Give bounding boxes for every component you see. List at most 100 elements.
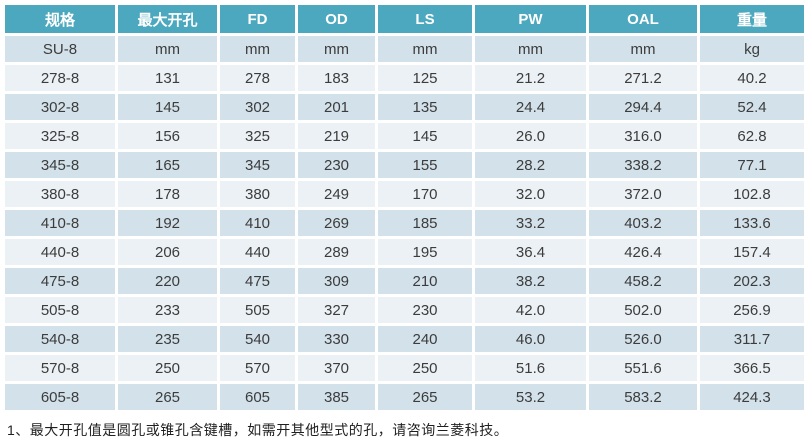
table-cell: 21.2 [475,65,586,91]
table-cell: 240 [378,326,472,352]
table-cell: 77.1 [700,152,804,178]
table-cell: 325 [220,123,295,149]
spec-cell: SU-8 [5,36,115,62]
spec-cell: 410-8 [5,210,115,236]
table-cell: 40.2 [700,65,804,91]
table-row: 475-8 220 475 309 210 38.2 458.2 202.3 [5,268,804,294]
spec-cell: 475-8 [5,268,115,294]
table-row: 605-8 265 605 385 265 53.2 583.2 424.3 [5,384,804,410]
table-row: 278-8 131 278 183 125 21.2 271.2 40.2 [5,65,804,91]
table-cell: 250 [378,355,472,381]
table-cell: 505 [220,297,295,323]
table-cell: 278 [220,65,295,91]
table-cell: 271.2 [589,65,697,91]
table-cell: 230 [378,297,472,323]
spec-cell: 605-8 [5,384,115,410]
table-cell: 192 [118,210,217,236]
table-cell: 156 [118,123,217,149]
table-cell: 135 [378,94,472,120]
table-cell: 51.6 [475,355,586,381]
table-cell: 36.4 [475,239,586,265]
table-row: 570-8 250 570 370 250 51.6 551.6 366.5 [5,355,804,381]
table-cell: 38.2 [475,268,586,294]
table-cell: 345 [220,152,295,178]
table-cell: 201 [298,94,375,120]
spec-cell: 570-8 [5,355,115,381]
column-header-weight: 重量 [700,5,804,33]
table-cell: 131 [118,65,217,91]
table-cell: 424.3 [700,384,804,410]
table-cell: 170 [378,181,472,207]
table-row: 302-8 145 302 201 135 24.4 294.4 52.4 [5,94,804,120]
table-cell: 426.4 [589,239,697,265]
table-row: 540-8 235 540 330 240 46.0 526.0 311.7 [5,326,804,352]
table-cell: 540 [220,326,295,352]
table-cell: 551.6 [589,355,697,381]
table-cell: 458.2 [589,268,697,294]
column-header-od: OD [298,5,375,33]
spec-cell: 505-8 [5,297,115,323]
table-cell: 330 [298,326,375,352]
table-cell: 311.7 [700,326,804,352]
spec-table-body: SU-8 mm mm mm mm mm mm kg 278-8 131 278 183 125 21.2 2… [5,36,804,410]
table-cell: 230 [298,152,375,178]
table-cell: 256.9 [700,297,804,323]
table-cell: 145 [378,123,472,149]
spec-cell: 325-8 [5,123,115,149]
footnote: 1、最大开孔值是圆孔或锥孔含键槽，如需开其他型式的孔，请咨询兰菱科技。 [7,422,509,438]
table-cell: 235 [118,326,217,352]
header-row: 规格 最大开孔 FD OD LS PW OAL 重量 [5,5,804,33]
spec-cell: 380-8 [5,181,115,207]
table-cell: mm [378,36,472,62]
table-row: 505-8 233 505 327 230 42.0 502.0 256.9 [5,297,804,323]
spec-cell: 440-8 [5,239,115,265]
table-cell: 219 [298,123,375,149]
units-row: SU-8 mm mm mm mm mm mm kg [5,36,804,62]
table-cell: 185 [378,210,472,236]
spec-cell: 345-8 [5,152,115,178]
column-header-spec: 规格 [5,5,115,33]
table-cell: 165 [118,152,217,178]
table-cell: 294.4 [589,94,697,120]
table-cell: 327 [298,297,375,323]
table-cell: 440 [220,239,295,265]
table-cell: 302 [220,94,295,120]
spec-cell: 278-8 [5,65,115,91]
spec-cell: 540-8 [5,326,115,352]
table-cell: 33.2 [475,210,586,236]
table-cell: 250 [118,355,217,381]
table-cell: 475 [220,268,295,294]
table-cell: 133.6 [700,210,804,236]
table-cell: 403.2 [589,210,697,236]
table-cell: mm [589,36,697,62]
column-header-fd: FD [220,5,295,33]
table-cell: 380 [220,181,295,207]
table-cell: 157.4 [700,239,804,265]
table-cell: 583.2 [589,384,697,410]
table-cell: 42.0 [475,297,586,323]
table-row: 440-8 206 440 289 195 36.4 426.4 157.4 [5,239,804,265]
table-cell: 570 [220,355,295,381]
table-cell: 145 [118,94,217,120]
table-cell: 316.0 [589,123,697,149]
table-cell: mm [475,36,586,62]
table-cell: 28.2 [475,152,586,178]
table-cell: 220 [118,268,217,294]
table-cell: 385 [298,384,375,410]
table-cell: 155 [378,152,472,178]
table-cell: 26.0 [475,123,586,149]
table-cell: 605 [220,384,295,410]
table-row: 325-8 156 325 219 145 26.0 316.0 62.8 [5,123,804,149]
table-cell: 338.2 [589,152,697,178]
table-cell: 370 [298,355,375,381]
spec-table: 规格 最大开孔 FD OD LS PW OAL 重量 SU-8 mm mm mm mm m… [2,2,807,413]
table-cell: 372.0 [589,181,697,207]
spec-cell: 302-8 [5,94,115,120]
table-cell: 526.0 [589,326,697,352]
table-cell: 233 [118,297,217,323]
table-cell: 289 [298,239,375,265]
column-header-ls: LS [378,5,472,33]
table-cell: kg [700,36,804,62]
column-header-max-bore: 最大开孔 [118,5,217,33]
